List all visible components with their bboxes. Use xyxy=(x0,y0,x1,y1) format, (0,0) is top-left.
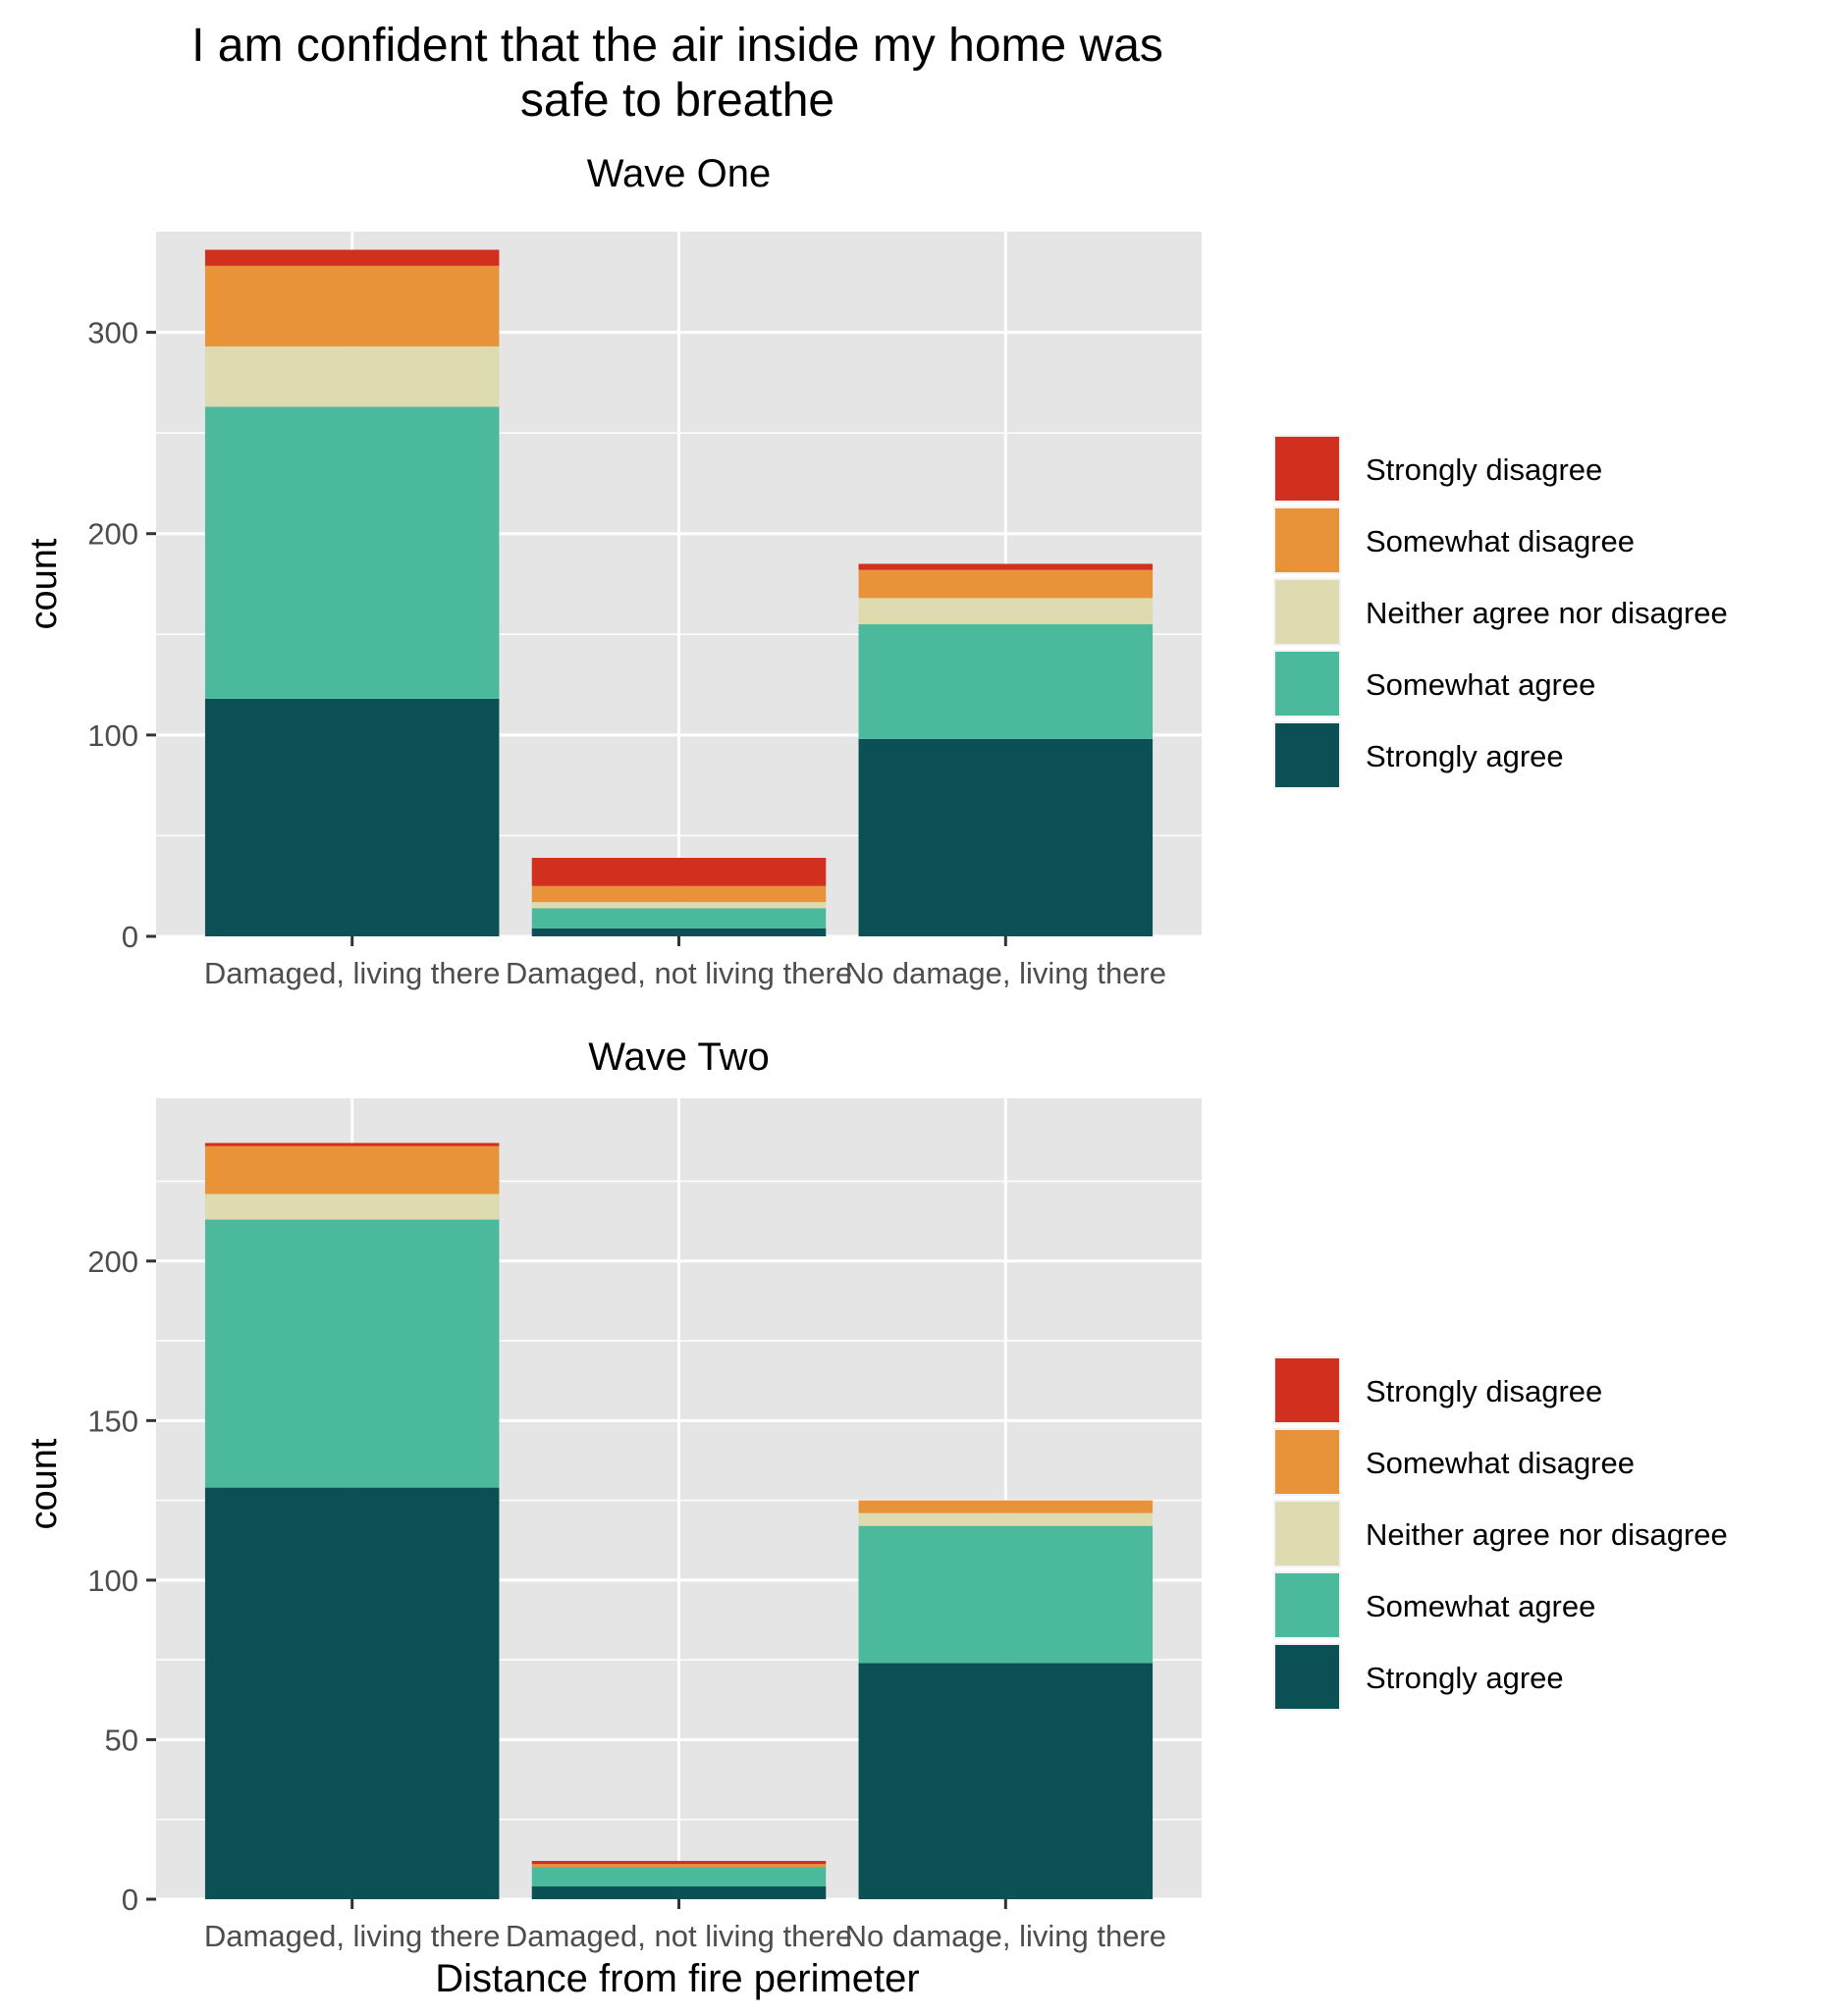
bar-segment-somewhat-disagree xyxy=(204,265,500,346)
bar-segment-somewhat-disagree xyxy=(531,1864,827,1868)
y-tick-label: 200 xyxy=(87,1245,138,1279)
legend-key-somewhat-agree xyxy=(1275,1573,1339,1637)
x-tick-label: No damage, living there xyxy=(845,956,1166,990)
legend-key-somewhat-agree xyxy=(1275,652,1339,716)
x-tick-label: No damage, living there xyxy=(845,1919,1166,1953)
y-tick-label: 0 xyxy=(122,1883,138,1917)
legend-key-somewhat-disagree xyxy=(1275,508,1339,572)
legend-key-strongly-disagree xyxy=(1275,437,1339,501)
bar-segment-somewhat-disagree xyxy=(858,1500,1154,1513)
legend-label-neither-agree-nor-disagree: Neither agree nor disagree xyxy=(1366,596,1728,630)
bar-segment-neither-agree-nor-disagree xyxy=(531,902,827,909)
bar-segment-neither-agree-nor-disagree xyxy=(204,345,500,407)
wave-two-panel: Wave Two 0 50 100 150 200 Damaged, living ther… xyxy=(24,1035,1728,1953)
chart-title-line1: I am confident that the air inside my ho… xyxy=(191,20,1163,72)
bar-segment-neither-agree-nor-disagree xyxy=(858,1512,1154,1526)
legend: Strongly disagree Somewhat disagree Neithe… xyxy=(1273,1356,1728,1711)
legend-key-strongly-agree xyxy=(1275,1645,1339,1709)
legend-label-somewhat-agree: Somewhat agree xyxy=(1366,667,1595,702)
x-tick-label: Damaged, not living there xyxy=(506,1919,852,1953)
y-tick-label: 100 xyxy=(87,718,138,753)
legend-key-strongly-disagree xyxy=(1275,1358,1339,1422)
x-tick-label: Damaged, living there xyxy=(204,1919,501,1953)
bar-segment-somewhat-agree xyxy=(204,406,500,699)
legend-label-somewhat-disagree: Somewhat disagree xyxy=(1366,1446,1635,1480)
bar-segment-somewhat-disagree xyxy=(204,1145,500,1194)
legend-label-somewhat-disagree: Somewhat disagree xyxy=(1366,524,1635,558)
y-tick-label: 50 xyxy=(105,1723,138,1757)
x-axis-label: Distance from fire perimeter xyxy=(435,1957,919,2000)
y-tick-label: 0 xyxy=(122,920,138,954)
legend-label-strongly-agree: Strongly agree xyxy=(1366,739,1564,773)
bar-segment-strongly-disagree xyxy=(531,857,827,886)
y-axis-label: count xyxy=(24,538,65,629)
bar-segment-somewhat-agree xyxy=(858,1525,1154,1664)
y-tick-label: 100 xyxy=(87,1564,138,1598)
bar-segment-strongly-agree xyxy=(858,738,1154,936)
bar-segment-strongly-agree xyxy=(531,928,827,936)
panel-title: Wave One xyxy=(587,152,771,195)
bar-segment-neither-agree-nor-disagree xyxy=(204,1194,500,1220)
bar-segment-strongly-agree xyxy=(531,1885,827,1899)
y-tick-label: 200 xyxy=(87,517,138,552)
legend-label-strongly-disagree: Strongly disagree xyxy=(1366,452,1602,487)
bar-segment-strongly-agree xyxy=(204,1487,500,1899)
y-tick-label: 150 xyxy=(87,1404,138,1438)
bar-segment-strongly-disagree xyxy=(204,1142,500,1146)
panel-title: Wave Two xyxy=(588,1035,770,1079)
legend-label-neither-agree-nor-disagree: Neither agree nor disagree xyxy=(1366,1517,1728,1552)
bar-segment-neither-agree-nor-disagree xyxy=(858,598,1154,625)
legend: Strongly disagree Somewhat disagree Neithe… xyxy=(1273,435,1728,789)
chart-title-line2: safe to breathe xyxy=(520,75,834,127)
bar-segment-strongly-disagree xyxy=(204,249,500,266)
bar-segment-somewhat-agree xyxy=(531,1867,827,1886)
bar-segment-somewhat-agree xyxy=(204,1219,500,1488)
legend-key-neither-agree-nor-disagree xyxy=(1275,1502,1339,1565)
bar-segment-strongly-disagree xyxy=(531,1860,827,1865)
bar-segment-strongly-disagree xyxy=(858,563,1154,570)
legend-label-strongly-agree: Strongly agree xyxy=(1366,1661,1564,1695)
legend-label-somewhat-agree: Somewhat agree xyxy=(1366,1589,1595,1623)
bar-segment-somewhat-agree xyxy=(858,624,1154,739)
y-tick-label: 300 xyxy=(87,316,138,350)
x-tick-label: Damaged, not living there xyxy=(506,956,852,990)
wave-one-panel: Wave One 0 100 200 300 Damaged, living there D… xyxy=(24,152,1728,990)
legend-key-somewhat-disagree xyxy=(1275,1430,1339,1494)
legend-key-neither-agree-nor-disagree xyxy=(1275,580,1339,644)
legend-key-strongly-agree xyxy=(1275,723,1339,787)
legend-label-strongly-disagree: Strongly disagree xyxy=(1366,1374,1602,1408)
bar-segment-strongly-agree xyxy=(858,1663,1154,1899)
bar-segment-strongly-agree xyxy=(204,698,500,936)
y-axis-label: count xyxy=(24,1438,65,1529)
x-tick-label: Damaged, living there xyxy=(204,956,501,990)
bar-segment-somewhat-agree xyxy=(531,908,827,928)
bar-segment-somewhat-disagree xyxy=(858,569,1154,599)
bar-segment-somewhat-disagree xyxy=(531,885,827,903)
